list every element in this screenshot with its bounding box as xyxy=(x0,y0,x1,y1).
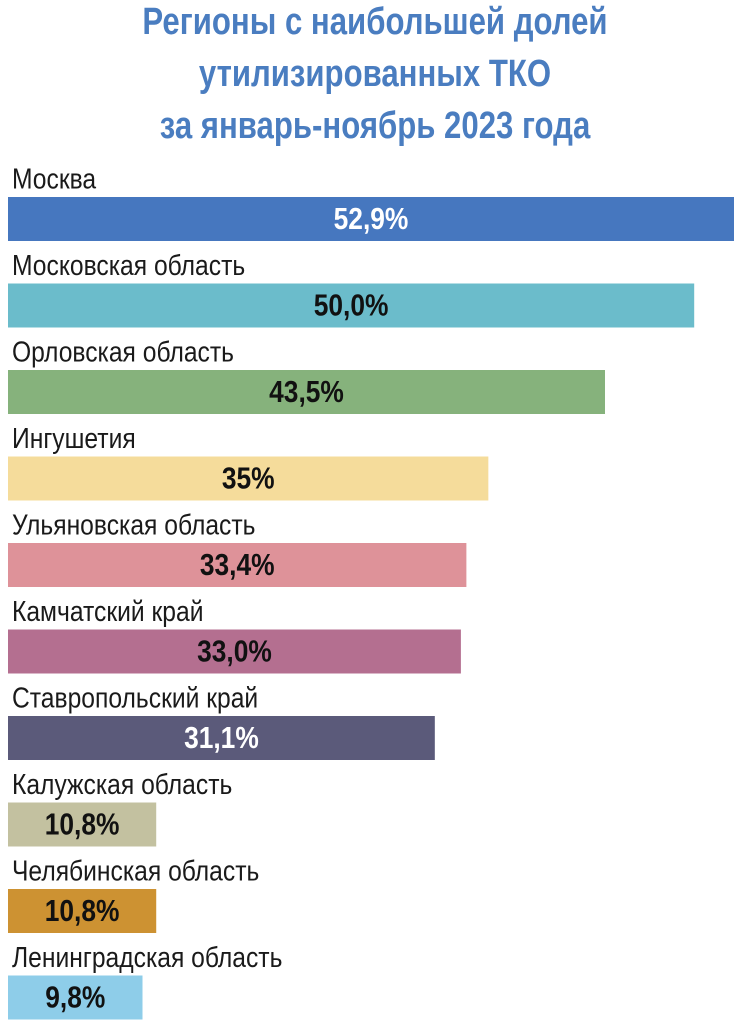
bar xyxy=(8,889,157,933)
chart-title: Регионы с наибольшей долей xyxy=(142,1,607,43)
category-label: Ульяновская область xyxy=(12,509,255,541)
bar xyxy=(8,456,489,501)
category-label: Ленинградская область xyxy=(12,941,282,973)
bar xyxy=(8,370,605,414)
value-label: 10,8% xyxy=(45,808,120,842)
category-label: Камчатский край xyxy=(12,595,203,627)
value-label: 31,1% xyxy=(184,721,259,755)
category-label: Ингушетия xyxy=(12,422,136,454)
value-label: 43,5% xyxy=(269,375,344,409)
bar xyxy=(8,716,435,760)
category-label: Московская область xyxy=(12,249,245,281)
bar xyxy=(8,629,461,674)
bar xyxy=(8,802,157,847)
value-label: 9,8% xyxy=(45,981,105,1015)
category-label: Москва xyxy=(12,163,96,195)
bar xyxy=(8,197,734,241)
bar xyxy=(8,543,467,587)
value-label: 10,8% xyxy=(45,894,120,928)
value-label: 50,0% xyxy=(314,289,389,323)
chart-title: за январь-ноябрь 2023 года xyxy=(160,105,591,147)
category-label: Орловская область xyxy=(12,336,234,368)
category-label: Калужская область xyxy=(12,768,232,800)
bar xyxy=(8,283,695,328)
category-label: Ставропольский край xyxy=(12,682,258,714)
category-label: Челябинская область xyxy=(12,855,259,887)
value-label: 35% xyxy=(222,462,275,496)
bar xyxy=(8,975,143,1020)
value-label: 33,0% xyxy=(197,635,272,669)
chart-title: утилизированных ТКО xyxy=(199,53,551,95)
value-label: 33,4% xyxy=(200,548,275,582)
value-label: 52,9% xyxy=(334,202,409,236)
